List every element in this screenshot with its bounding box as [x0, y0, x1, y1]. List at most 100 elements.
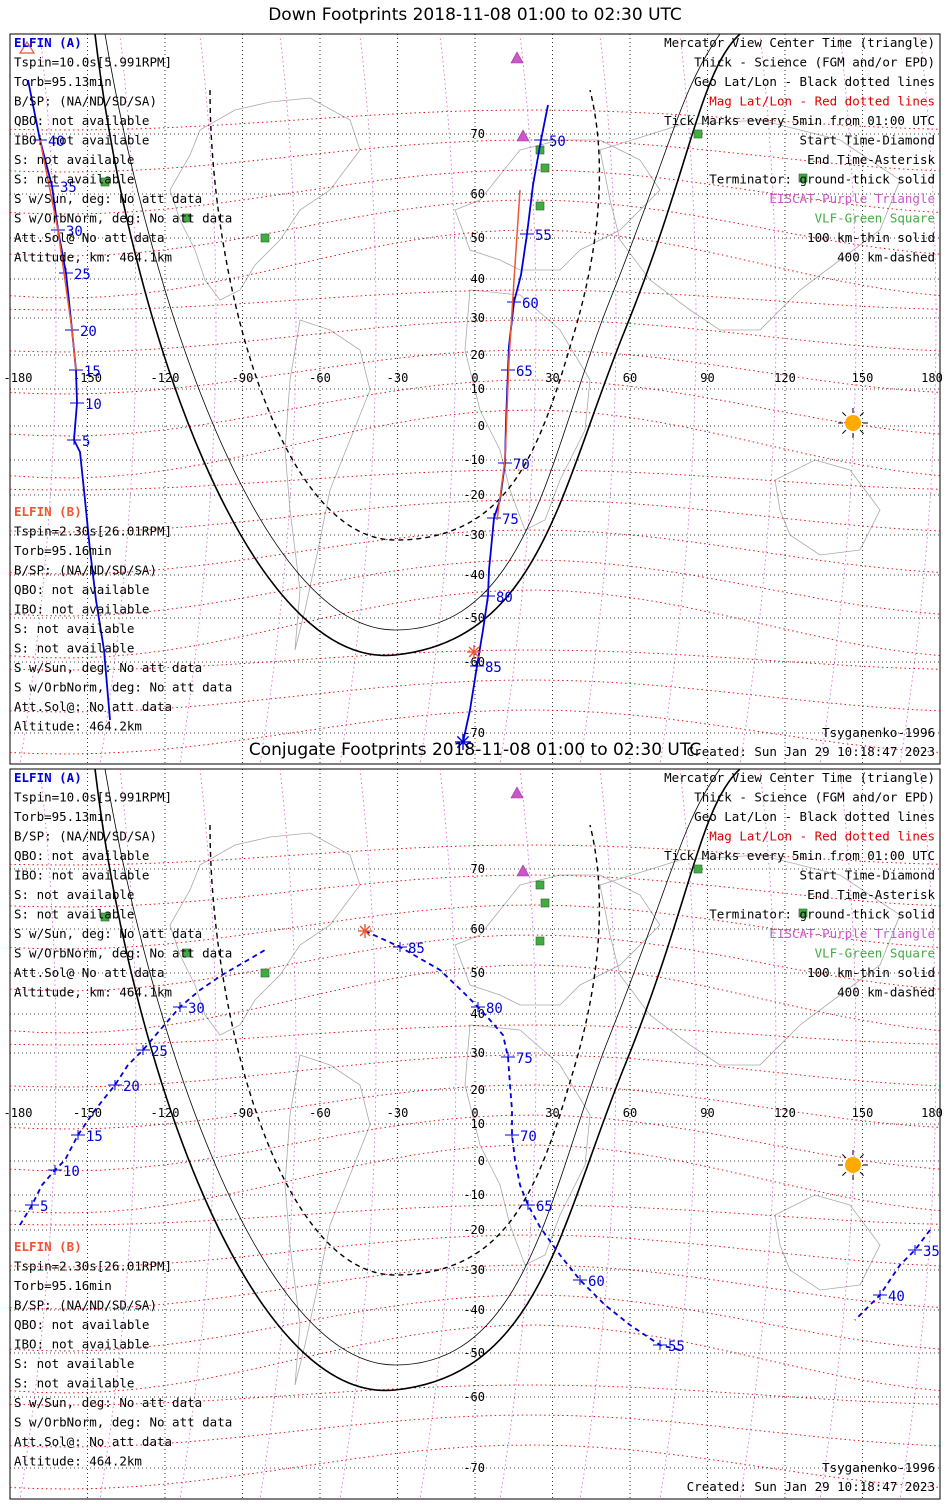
- continent-outline: [454, 139, 661, 271]
- legend-entry: EISCAT-Purple Triangle: [769, 191, 935, 206]
- lon-label: 90: [700, 371, 714, 385]
- elfin-a-info: S w/Sun, deg: No att data: [14, 926, 202, 941]
- lat-label: -20: [463, 488, 485, 502]
- vlf-green-square: [798, 173, 808, 183]
- lon-label: -120: [151, 1106, 180, 1120]
- start-triangle: [18, 40, 36, 54]
- continent-outline: [774, 459, 881, 556]
- mag-latitude-line: [9, 349, 941, 395]
- elfin-a-name: ELFIN (A): [14, 770, 82, 785]
- terminator-ground: [94, 768, 741, 1392]
- end-asterisk: [456, 735, 470, 749]
- lon-label: 180: [921, 371, 943, 385]
- science-segment: [496, 189, 521, 521]
- vlf-green-square: [693, 864, 703, 874]
- vlf-green-square: [260, 968, 270, 978]
- continent-outline: [464, 1024, 591, 1266]
- elfin-a-track-label: 70: [520, 1129, 537, 1145]
- elfin-a-info: Torb=95.13min: [14, 809, 112, 824]
- lat-label: 30: [471, 311, 485, 325]
- lat-label: -30: [463, 528, 485, 542]
- lon-label: 30: [545, 371, 559, 385]
- end-asterisk: [468, 646, 480, 658]
- mag-latitude-line: [9, 529, 941, 575]
- mag-longitude-line: [99, 768, 137, 1500]
- elfin-b-track-label: 25: [151, 1044, 168, 1060]
- lon-label: 0: [471, 1106, 478, 1120]
- lon-label: 60: [623, 1106, 637, 1120]
- lon-label: -180: [4, 371, 33, 385]
- mag-longitude-line: [19, 33, 57, 765]
- lat-label: 20: [471, 348, 485, 362]
- lon-label: -150: [73, 1106, 102, 1120]
- elfin-b-info: Tspin=2.30s[26.01RPM]: [14, 524, 172, 539]
- created-label: Created: Sun Jan 29 10:18:47 2023: [687, 744, 935, 759]
- continent-outline: [169, 832, 361, 1036]
- mag-longitude-line: [659, 768, 697, 1500]
- mag-latitude-line: [9, 1444, 941, 1490]
- elfin-b-track-label: 25: [74, 267, 91, 283]
- elfin-b-info: Altitude: 464.2km: [14, 1454, 142, 1469]
- elfin-a-track-east-line: [854, 1229, 931, 1321]
- vlf-green-square: [100, 912, 110, 922]
- legend-entry: 400 km-dashed: [837, 985, 935, 1000]
- vlf-green-square: [182, 948, 192, 958]
- mag-latitude-line: [9, 1084, 941, 1130]
- terminator-100km: [104, 33, 721, 631]
- elfin-b-info: Tspin=2.30s[26.01RPM]: [14, 1259, 172, 1274]
- elfin-b-info: B/SP: (NA/ND/SD/SA): [14, 563, 157, 578]
- lat-label: -70: [463, 1461, 485, 1475]
- elfin-a-info: S: not available: [14, 907, 134, 922]
- legend-entry: Mag Lat/Lon - Red dotted lines: [709, 94, 935, 109]
- elfin-b-info: IBO: not available: [14, 602, 149, 617]
- mag-latitude-line: [9, 709, 941, 755]
- model-label: Tsyganenko-1996: [822, 1460, 935, 1475]
- elfin-a-track-label: 85: [408, 941, 425, 957]
- elfin-b-info: Att.Sol@: No att data: [14, 1434, 172, 1449]
- legend-entry: Tick Marks every 5min from 01:00 UTC: [664, 113, 935, 128]
- sun-ray: [859, 429, 864, 434]
- mag-longitude-line: [339, 768, 377, 1500]
- mag-longitude-line: [499, 768, 537, 1500]
- elfin-b-info: B/SP: (NA/ND/SD/SA): [14, 1298, 157, 1313]
- lat-label: -10: [463, 1188, 485, 1202]
- mag-latitude-line: [9, 559, 941, 617]
- legend-entry: Geo Lat/Lon - Black dotted lines: [694, 809, 935, 824]
- start-asterisk: [359, 925, 371, 937]
- lat-label: 70: [471, 127, 485, 141]
- elfin-b-track-label: 30: [66, 224, 83, 240]
- eiscat-purple-triangle: [516, 129, 530, 142]
- elfin-b-info: IBO: not available: [14, 1337, 149, 1352]
- mag-longitude-line: [819, 768, 857, 1500]
- lon-label: 180: [921, 1106, 943, 1120]
- elfin-a-info: Altitude, km: 464.1km: [14, 985, 172, 1000]
- elfin-a-track-label: 80: [496, 590, 513, 606]
- sun-icon: [845, 1157, 861, 1173]
- mag-longitude-line: [579, 33, 617, 765]
- elfin-b-track-label: 5: [82, 434, 90, 450]
- elfin-b-info: S: not available: [14, 641, 134, 656]
- elfin-a-info: S: not available: [14, 152, 134, 167]
- elfin-a-info: Tspin=10.0s[5.991RPM]: [14, 55, 172, 70]
- legend-entry: Mercator View Center Time (triangle): [664, 770, 935, 785]
- elfin-b-track-label: 5: [40, 1199, 48, 1215]
- legend-entry: 400 km-dashed: [837, 250, 935, 265]
- elfin-b-info: S: not available: [14, 621, 134, 636]
- continent-outline: [454, 874, 661, 1006]
- panel-1-title: Down Footprints 2018-11-08 01:00 to 02:3…: [268, 5, 682, 25]
- legend-entry: End Time-Asterisk: [807, 152, 935, 167]
- elfin-a-info: QBO: not available: [14, 848, 149, 863]
- elfin-a-info: Att.Sol@ No att data: [14, 965, 165, 980]
- lon-label: 60: [623, 371, 637, 385]
- vlf-green-square: [540, 163, 550, 173]
- sun-ray: [842, 429, 847, 434]
- vlf-green-square: [798, 908, 808, 918]
- elfin-a-info: S w/OrbNorm, deg: No att data: [14, 211, 232, 226]
- elfin-a-track-label: 65: [516, 364, 533, 380]
- continent-outline: [284, 319, 371, 651]
- elfin-a-track-label: 75: [502, 512, 519, 528]
- mag-longitude-line: [99, 33, 137, 765]
- vlf-green-square: [535, 880, 545, 890]
- continent-outline: [169, 97, 361, 301]
- lat-label: 0: [478, 419, 485, 433]
